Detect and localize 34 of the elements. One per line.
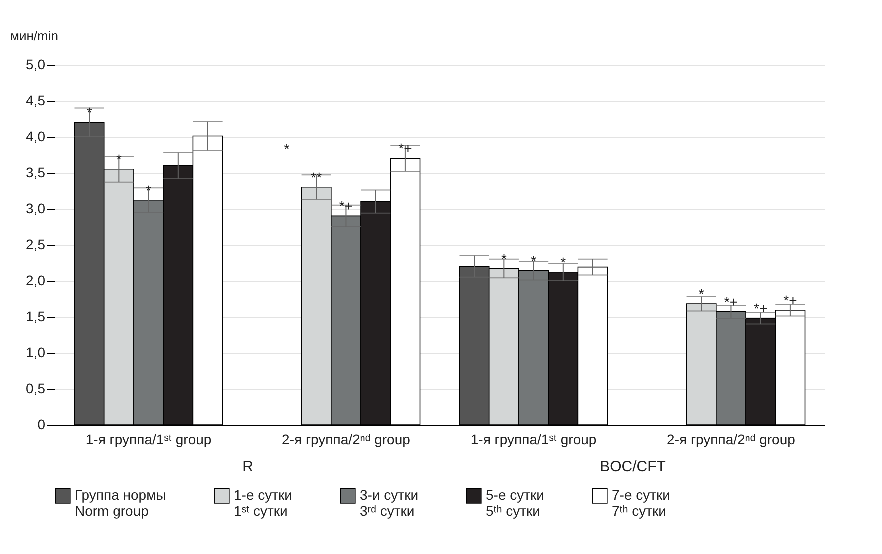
y-tick-label: 1,5 — [26, 308, 46, 324]
annotation: * — [284, 141, 290, 157]
y-tick-label: 0,5 — [26, 380, 46, 396]
y-tick-label: 3,0 — [26, 200, 46, 216]
y-tick-label: 0 — [38, 416, 46, 432]
y-tick-label: 5,0 — [26, 56, 46, 72]
y-tick-label: 3,5 — [26, 164, 46, 180]
legend-label: 5-е сутки 5ᵗʰ сутки — [486, 487, 544, 519]
data-label: ** — [311, 169, 323, 186]
data-label: * — [501, 250, 508, 267]
x-axis-title: R — [242, 458, 254, 476]
legend-label: Группа нормы Norm group — [75, 487, 166, 519]
data-label: *+ — [724, 294, 738, 310]
legend-label: 3-и сутки 3ʳᵈ сутки — [360, 487, 419, 519]
data-label: *+ — [339, 198, 354, 214]
legend-label: 1-е сутки 1ˢᵗ сутки — [234, 487, 292, 519]
y-axis-title: мин/min — [10, 28, 58, 44]
x-tick-label: 2-я группа/2ⁿᵈ group — [282, 432, 411, 448]
y-tick-label: 1,0 — [26, 344, 46, 360]
x-tick-label: 1-я группа/1ˢᵗ group — [470, 432, 597, 448]
data-label: * — [531, 252, 538, 269]
y-tick-label: 4,0 — [26, 128, 46, 144]
data-label: * — [146, 182, 152, 198]
data-label: * — [698, 286, 705, 302]
data-label: *+ — [784, 292, 798, 309]
data-label: *+ — [754, 300, 768, 316]
x-tick-label: 1-я группа/1ˢᵗ group — [86, 432, 212, 448]
x-axis-title: BOC/CFT — [600, 458, 666, 476]
y-tick-label: 2,0 — [26, 272, 46, 288]
x-tick-label: 2-я группа/2ⁿᵈ group — [667, 432, 796, 448]
data-label: * — [560, 254, 567, 270]
y-tick-label: 2,5 — [26, 236, 46, 252]
y-tick-label: 4,5 — [26, 92, 46, 108]
legend-label: 7-е сутки 7ᵗʰ сутки — [612, 487, 670, 519]
